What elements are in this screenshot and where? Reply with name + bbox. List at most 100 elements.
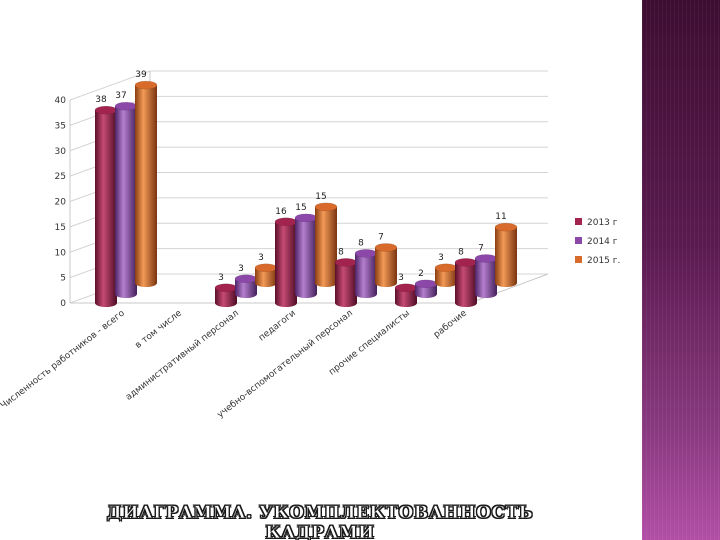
- bar-bottom: [455, 299, 477, 307]
- data-label: 8: [338, 247, 344, 257]
- y-tick-label: 5: [60, 274, 66, 284]
- bar-top: [434, 263, 458, 273]
- bar-bottom: [375, 279, 397, 287]
- bar-bottom: [335, 299, 357, 307]
- bar-top: [494, 222, 518, 232]
- x-category-label: рабочие: [432, 308, 469, 340]
- bar-body: [95, 110, 117, 304]
- data-label: 38: [95, 95, 107, 105]
- data-label: 7: [378, 232, 384, 242]
- band-stripes: [642, 0, 720, 540]
- data-label: 3: [218, 273, 224, 283]
- bar-top: [274, 217, 298, 227]
- data-label: 8: [358, 238, 364, 248]
- data-label: 15: [295, 203, 306, 213]
- bar-bottom: [355, 290, 377, 298]
- bar-body: [295, 217, 317, 294]
- legend: 2013 г 2014 г 2015 г.: [575, 218, 620, 266]
- y-tick-label: 25: [55, 172, 66, 182]
- bar-bottom: [135, 279, 157, 287]
- data-label: 39: [135, 70, 147, 80]
- legend-swatch: [575, 256, 582, 263]
- y-tick-label: 15: [55, 223, 66, 233]
- bar-top: [334, 258, 358, 267]
- labels-layer: 0 5 10 15 20 25 30 35 40 Численность работников -…: [0, 70, 507, 420]
- x-category-label: административный персонал: [124, 308, 241, 402]
- legend-label: 2014 г: [587, 237, 618, 247]
- y-tick-label: 30: [55, 147, 67, 157]
- bar-body: [315, 206, 337, 283]
- bar-body: [235, 278, 257, 294]
- data-label: 7: [478, 243, 484, 253]
- legend-swatch: [575, 218, 582, 225]
- bar-top: [94, 105, 118, 115]
- bar-bottom: [415, 290, 437, 298]
- bar-bottom: [235, 290, 257, 298]
- bar-top: [474, 254, 498, 263]
- bar-top: [234, 274, 258, 284]
- bar-bottom: [435, 279, 457, 287]
- x-category-label: Численность работников - всего: [0, 308, 127, 411]
- data-label: 3: [238, 264, 244, 274]
- bar-top: [214, 283, 238, 293]
- bar-chart: 0 5 10 15 20 25 30 35 40 Численность работников -…: [0, 70, 620, 420]
- bar-body: [335, 262, 357, 303]
- bar-body: [395, 287, 417, 303]
- y-tick-label: 40: [55, 96, 67, 106]
- bar-top: [374, 243, 398, 252]
- x-category-label: педагоги: [257, 308, 298, 343]
- decorative-side-band: [642, 0, 720, 540]
- bar-top: [134, 80, 158, 90]
- data-label: 16: [275, 207, 287, 217]
- y-tick-label: 20: [55, 198, 67, 208]
- floor-right-edge: [469, 273, 549, 304]
- legend-label: 2015 г.: [587, 256, 620, 266]
- bar-body: [435, 267, 457, 283]
- data-label: 3: [438, 253, 444, 263]
- bar-bottom: [395, 299, 417, 307]
- bar-body: [475, 258, 497, 294]
- data-label: 37: [115, 91, 126, 101]
- data-label: 2: [418, 269, 424, 279]
- legend-label: 2013 г: [587, 218, 618, 228]
- data-label: 3: [258, 253, 264, 263]
- bar-body: [455, 262, 477, 303]
- bar-bottom: [215, 299, 237, 307]
- bar-bottom: [115, 290, 137, 298]
- bar-body: [375, 247, 397, 283]
- bar-bottom: [495, 279, 517, 287]
- x-category-label: в том числе: [134, 308, 185, 351]
- bar-top: [294, 213, 318, 223]
- bar-bottom: [295, 290, 317, 298]
- y-tick-label: 35: [55, 121, 66, 131]
- bar-bottom: [255, 279, 277, 287]
- gridline-side: [69, 70, 151, 101]
- bar-body: [275, 221, 297, 303]
- y-tick-label: 10: [55, 248, 67, 258]
- bar-body: [415, 283, 437, 294]
- bar-top: [314, 202, 338, 212]
- legend-swatch: [575, 237, 582, 244]
- bar-top: [414, 279, 438, 289]
- slide-title: ДИАГРАММА. УКОМПЛЕКТОВАННОСТЬ КАДРАМИ: [106, 503, 534, 540]
- data-label: 3: [398, 273, 404, 283]
- bar-top: [354, 249, 378, 258]
- bar-body: [355, 253, 377, 294]
- bar-bottom: [475, 290, 497, 298]
- bar-top: [394, 283, 418, 293]
- bar-body: [215, 287, 237, 303]
- bars-layer: [94, 80, 518, 307]
- bar-bottom: [275, 299, 297, 307]
- bar-top: [114, 101, 138, 111]
- bar-top: [454, 258, 478, 267]
- bar-bottom: [315, 279, 337, 287]
- bar-body: [135, 85, 157, 283]
- bar-body: [495, 227, 517, 283]
- bar-bottom: [95, 299, 117, 307]
- y-tick-label: 0: [60, 299, 66, 309]
- bar-body: [115, 106, 137, 294]
- bar-body: [255, 267, 277, 283]
- bar-top: [254, 263, 278, 273]
- data-label: 8: [458, 247, 464, 257]
